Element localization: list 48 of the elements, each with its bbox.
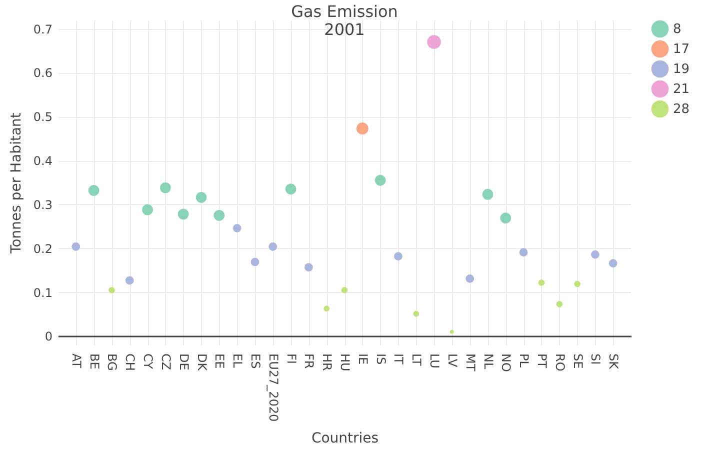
x-tick-label: AT bbox=[69, 354, 84, 369]
y-tick-label: 0.5 bbox=[33, 110, 52, 124]
chart-subtitle: 2001 bbox=[324, 20, 365, 39]
x-tick-label: IS bbox=[374, 354, 388, 365]
x-tick-label: BG bbox=[105, 354, 120, 371]
x-tick-label: EU27_2020 bbox=[266, 354, 280, 422]
x-tick-label: ES bbox=[248, 354, 262, 369]
legend-label: 19 bbox=[673, 62, 690, 77]
x-tick-label: NO bbox=[499, 354, 514, 372]
y-axis-title: Tonnes per Habitant bbox=[8, 112, 24, 254]
y-tick-label: 0.6 bbox=[33, 66, 52, 80]
y-tick-label: 0.3 bbox=[33, 198, 52, 212]
x-tick-label: CY bbox=[141, 354, 156, 370]
y-tick-label: 0.7 bbox=[33, 22, 52, 36]
x-tick-label: EL bbox=[230, 354, 245, 368]
x-tick-label: CZ bbox=[158, 354, 173, 370]
chart-title: Gas Emission bbox=[291, 2, 398, 21]
x-tick-label: LT bbox=[410, 354, 424, 367]
x-tick-label: FI bbox=[284, 354, 298, 364]
x-tick-label: FR bbox=[302, 354, 316, 369]
y-tick-label: 0.2 bbox=[33, 242, 52, 256]
x-tick-label: HU bbox=[338, 354, 352, 372]
x-tick-label: HR bbox=[320, 354, 334, 371]
x-tick-label: SE bbox=[570, 354, 585, 369]
x-tick-label: PT bbox=[534, 354, 549, 369]
legend-label: 8 bbox=[673, 22, 682, 37]
x-tick-label: RO bbox=[552, 354, 567, 372]
legend-label: 21 bbox=[673, 82, 690, 97]
legend-label: 17 bbox=[673, 42, 690, 57]
x-tick-label: SK bbox=[606, 354, 621, 370]
x-tick-label: LU bbox=[428, 354, 442, 368]
x-tick-label: DK bbox=[194, 354, 209, 372]
x-tick-label: MT bbox=[463, 354, 478, 372]
x-tick-label: IE bbox=[356, 354, 370, 365]
x-tick-label: IT bbox=[392, 354, 406, 366]
legend-label: 28 bbox=[673, 102, 690, 117]
y-tick-label: 0 bbox=[44, 330, 52, 344]
y-tick-label: 0.4 bbox=[33, 154, 52, 168]
x-tick-label: PL bbox=[517, 354, 532, 368]
x-tick-label: DE bbox=[176, 354, 191, 370]
x-axis-title: Countries bbox=[311, 430, 379, 447]
x-tick-label: BE bbox=[87, 354, 102, 370]
x-tick-label: NL bbox=[481, 354, 496, 370]
x-tick-label: EE bbox=[212, 354, 227, 369]
x-tick-label: SI bbox=[588, 354, 603, 365]
x-tick-label: LV bbox=[445, 354, 460, 368]
x-tick-label: CH bbox=[123, 354, 138, 371]
y-tick-label: 0.1 bbox=[33, 286, 52, 300]
